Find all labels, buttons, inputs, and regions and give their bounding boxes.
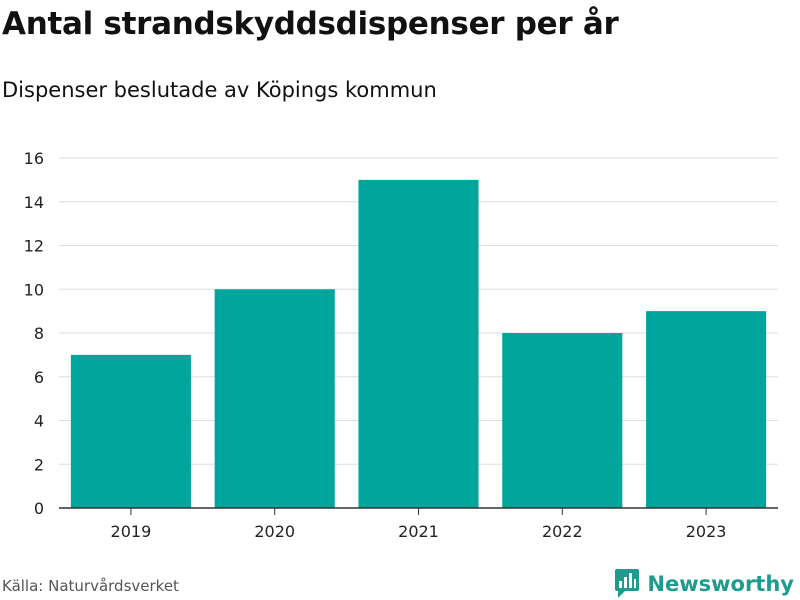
x-tick-label: 2021 bbox=[398, 522, 439, 541]
y-tick-label: 12 bbox=[24, 237, 44, 256]
chart-title: Antal strandskyddsdispenser per år bbox=[2, 6, 619, 42]
bar-2019 bbox=[70, 354, 191, 508]
brand-logo: Newsworthy bbox=[615, 569, 794, 599]
y-tick-label: 4 bbox=[34, 412, 44, 431]
bar-2021 bbox=[358, 179, 479, 508]
x-tick-label: 2023 bbox=[686, 522, 727, 541]
y-tick-label: 14 bbox=[24, 193, 44, 212]
y-axis-labels: 0 2 4 6 8 10 12 14 16 bbox=[24, 149, 44, 518]
y-tick-label: 2 bbox=[34, 455, 44, 474]
x-tick-label: 2020 bbox=[254, 522, 295, 541]
newsworthy-logo-icon bbox=[615, 569, 640, 598]
x-axis: 2019 2020 2021 2022 2023 bbox=[59, 507, 778, 541]
bars bbox=[70, 179, 767, 508]
bar-chart: 0 2 4 6 8 10 12 14 16 2019 2020 2021 2022 2023 bbox=[24, 149, 778, 541]
x-tick-label: 2019 bbox=[111, 522, 152, 541]
x-tick-label: 2022 bbox=[542, 522, 583, 541]
y-tick-label: 16 bbox=[24, 149, 44, 168]
y-tick-label: 10 bbox=[24, 280, 44, 299]
bar-2022 bbox=[502, 333, 623, 508]
bar-2020 bbox=[214, 289, 335, 508]
brand-name: Newsworthy bbox=[647, 572, 794, 596]
y-tick-label: 0 bbox=[34, 499, 44, 518]
chart-subtitle: Dispenser beslutade av Köpings kommun bbox=[2, 78, 437, 102]
y-tick-label: 8 bbox=[34, 324, 44, 343]
source-note: Källa: Naturvårdsverket bbox=[2, 577, 179, 595]
y-tick-label: 6 bbox=[34, 368, 44, 387]
bar-2023 bbox=[646, 311, 767, 508]
